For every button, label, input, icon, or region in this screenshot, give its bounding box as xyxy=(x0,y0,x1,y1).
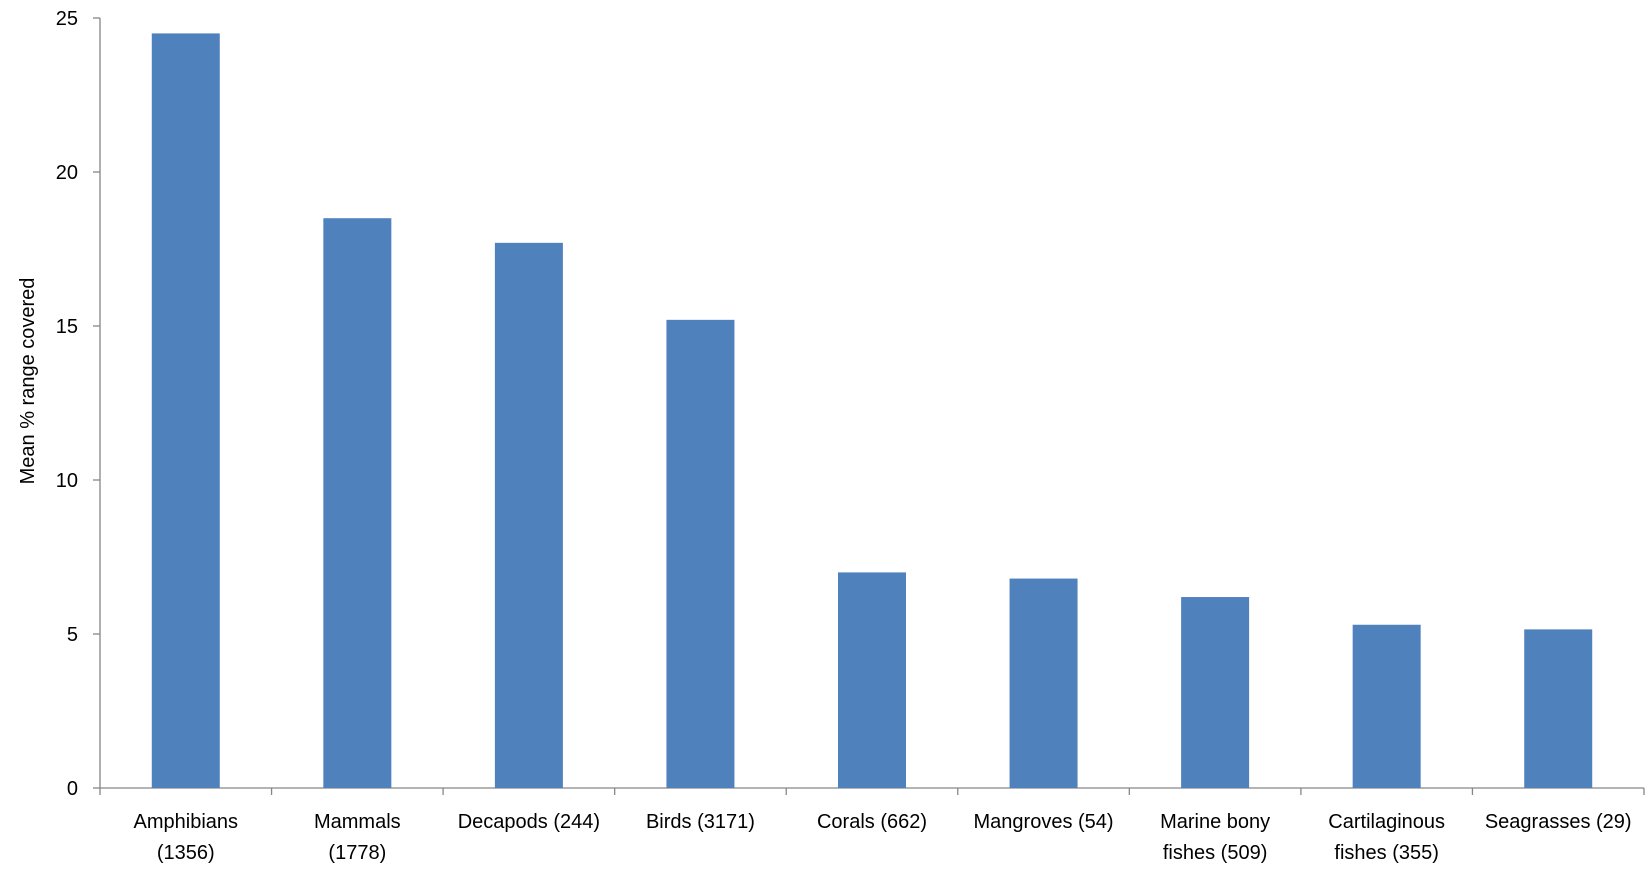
bar xyxy=(1524,629,1593,788)
x-category-label: Amphibians xyxy=(134,811,239,833)
y-axis: 0 5 10 15 20 25 xyxy=(56,8,101,800)
x-category-label: Cartilaginous xyxy=(1328,811,1445,833)
x-category-label: Seagrasses (29) xyxy=(1485,811,1632,833)
bar xyxy=(151,33,220,788)
x-category-label: Mammals xyxy=(314,811,401,833)
x-axis: Amphibians (1356) Mammals (1778) Decapods (2… xyxy=(99,787,1645,864)
x-category-label: (1778) xyxy=(328,842,386,864)
y-tick-label: 25 xyxy=(56,8,78,30)
x-category-label: Mangroves (54) xyxy=(974,811,1114,833)
bar xyxy=(1181,597,1250,788)
bars xyxy=(151,33,1593,789)
y-tick-label: 10 xyxy=(56,470,78,492)
x-category-label: fishes (509) xyxy=(1163,842,1268,864)
x-category-label: fishes (355) xyxy=(1334,842,1439,864)
x-category-label: Marine bony xyxy=(1160,811,1270,833)
x-category-label: Decapods (244) xyxy=(458,811,600,833)
x-category-label: (1356) xyxy=(157,842,215,864)
bar xyxy=(838,572,906,788)
y-tick-label: 15 xyxy=(56,316,78,338)
bar xyxy=(494,242,563,789)
x-category-label: Birds (3171) xyxy=(646,811,755,833)
y-tick-label: 5 xyxy=(67,624,78,646)
y-tick-label: 20 xyxy=(56,162,78,184)
bar xyxy=(323,218,392,788)
y-tick-label: 0 xyxy=(67,778,78,800)
y-axis-title: Mean % range covered xyxy=(17,278,39,485)
x-category-label: Corals (662) xyxy=(817,811,927,833)
bar xyxy=(1352,624,1421,788)
bar xyxy=(1009,578,1078,788)
bar xyxy=(666,319,735,788)
